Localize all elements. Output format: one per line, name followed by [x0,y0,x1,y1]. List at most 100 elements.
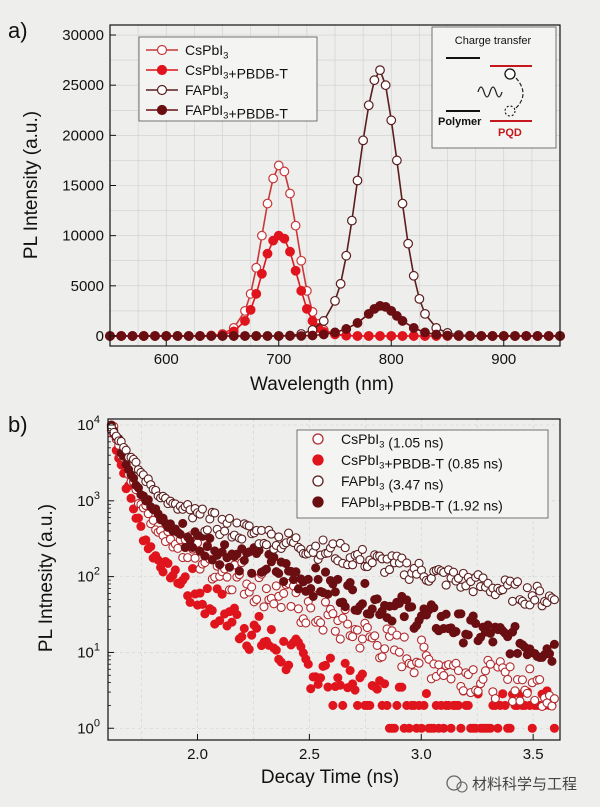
data-point [161,331,172,341]
data-point [414,658,424,668]
y-tick-label: 102 [77,566,100,586]
data-point [515,696,525,706]
data-point [175,529,185,539]
data-point [227,585,237,595]
data-point [340,658,350,668]
data-point [420,327,430,338]
y-tick-label: 101 [77,641,100,661]
data-point [185,597,195,607]
data-point [251,262,262,273]
data-point [525,664,535,674]
data-point [394,647,404,657]
data-point [276,602,286,613]
data-point [286,601,296,611]
data-point [126,493,136,503]
data-point [380,679,390,689]
data-point [468,587,478,597]
data-point [320,597,331,607]
panel-a-pl-spectra: a) 600 700 800 900 0 5000 10000 15000 20000 25000… [8,18,565,395]
data-point [512,577,523,587]
data-point [367,604,377,614]
data-point [485,659,495,669]
legend-label: FAPbI3+PBDB-T [185,102,288,122]
data-point [510,621,520,632]
data-point [431,329,442,340]
data-point [330,626,340,636]
data-point [227,617,237,627]
data-point [357,544,367,555]
data-point [269,552,279,562]
data-point [288,575,299,585]
data-point [453,700,463,710]
data-point [340,602,350,612]
data-point [508,696,518,706]
data-point [365,700,375,710]
data-point [273,160,284,171]
data-point [352,175,363,186]
data-point [217,589,227,599]
data-point [442,330,453,341]
electron-icon [504,68,516,80]
data-point [446,674,456,684]
data-point [362,623,372,633]
data-point [252,623,262,633]
data-point [170,565,180,575]
data-point [180,572,190,582]
x-tick-label: 2.5 [299,746,320,763]
inset-pqd-label: PQD [498,127,522,139]
data-point [399,632,409,642]
data-point [202,541,212,552]
data-point [343,619,353,629]
data-point [232,610,242,620]
data-point [301,618,311,628]
data-point [328,700,338,710]
y-tick-label: 20000 [62,127,104,144]
data-point [420,309,430,319]
data-point [384,565,395,575]
panel-b-plot-frame [107,418,561,741]
data-point [210,508,220,518]
data-point [399,612,409,622]
data-point [510,331,520,341]
data-point [363,100,374,111]
data-point [527,723,537,733]
data-point [188,542,198,552]
data-point [408,270,419,281]
watermark: 材料科学与工程 [446,775,577,793]
data-point [490,694,500,704]
data-point [180,542,190,553]
data-point [190,553,200,563]
data-point [271,581,281,591]
data-point [290,220,301,231]
y-tick-label: 10000 [62,228,104,245]
data-point [245,304,256,315]
data-point [197,599,207,609]
data-point [138,331,149,341]
data-point [173,543,183,553]
data-point [335,680,345,690]
data-point [335,634,345,644]
watermark-text: 材料科学与工程 [472,776,577,793]
data-point [228,331,239,341]
data-point [372,684,382,694]
data-point [441,609,451,619]
data-point [256,525,267,535]
data-point [547,656,557,666]
data-point [251,288,262,299]
data-point [296,255,307,266]
data-point [508,596,518,606]
data-point [549,723,559,733]
data-point [311,563,321,573]
data-point [323,589,333,599]
data-point [158,567,168,577]
data-point [296,285,307,296]
data-point [357,634,367,644]
data-point [307,330,318,341]
data-point [402,558,412,568]
data-point [284,528,294,538]
data-point [363,331,374,341]
data-point [357,669,367,679]
data-point [377,652,387,662]
